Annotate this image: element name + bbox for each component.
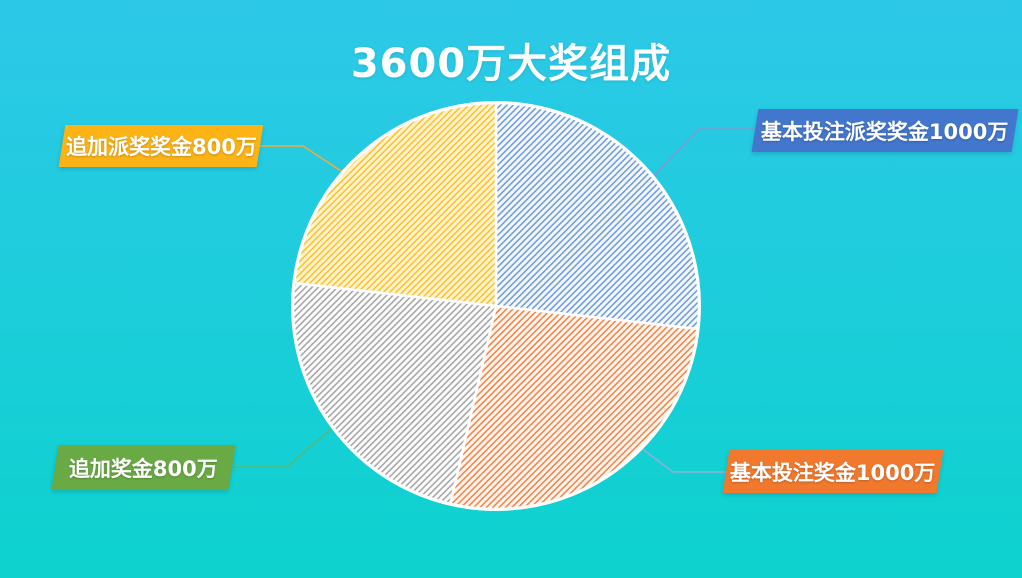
callout-basic-bet-payout-bonus: 基本投注派奖奖金1000万 — [751, 109, 1019, 152]
pie-slice-extra-payout-bonus — [293, 101, 498, 308]
callout-extra-payout-bonus: 追加派奖奖金800万 — [58, 125, 264, 167]
callout-extra-bonus: 追加奖金800万 — [51, 445, 236, 490]
chart-title: 3600万大奖组成 — [350, 41, 672, 87]
callout-label-basic-bet-bonus: 基本投注奖金1000万 — [730, 460, 936, 485]
callout-basic-bet-bonus: 基本投注奖金1000万 — [722, 450, 944, 493]
callout-label-extra-payout-bonus: 追加派奖奖金800万 — [65, 135, 257, 159]
pie-wedges — [291, 101, 701, 511]
callout-label-extra-bonus: 追加奖金800万 — [69, 456, 218, 481]
pie-outer-rim — [291, 101, 701, 511]
callout-label-basic-bet-payout-bonus: 基本投注派奖奖金1000万 — [761, 119, 1009, 144]
pie-slice-basic-bet-payout-bonus — [494, 101, 701, 331]
